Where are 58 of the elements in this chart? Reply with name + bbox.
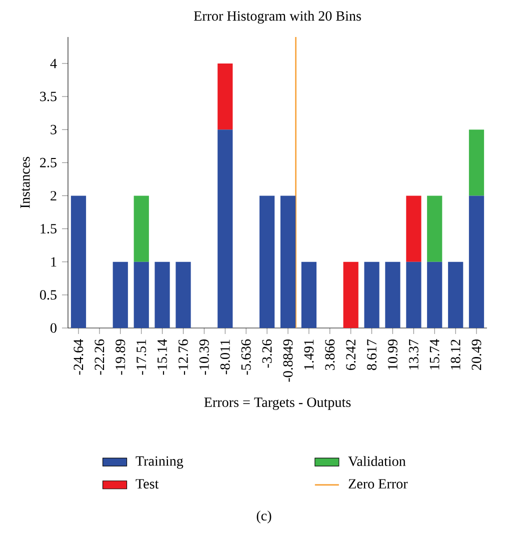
bar <box>364 262 380 328</box>
chart-title: Error Histogram with 20 Bins <box>194 10 361 24</box>
bar <box>218 63 233 130</box>
bar <box>134 196 149 262</box>
x-tick-label: -19.89 <box>116 340 126 375</box>
bar <box>259 196 275 328</box>
x-tick-label: -5.636 <box>241 339 251 375</box>
bar <box>343 262 358 328</box>
x-tick-label: -12.76 <box>178 339 188 375</box>
bar <box>280 196 296 328</box>
bar <box>112 262 128 328</box>
y-tick-label: 3 <box>50 124 56 134</box>
x-tick-label: -10.39 <box>199 340 209 375</box>
bar <box>468 130 484 196</box>
x-tick-label: -15.14 <box>158 339 168 375</box>
x-tick-label: -8.011 <box>220 340 230 374</box>
text: (c) <box>256 510 272 524</box>
x-axis-title: Errors = Targets - Outputs <box>204 398 351 410</box>
legend-label: Zero Error <box>348 479 408 489</box>
y-tick-label: 0 <box>50 323 57 333</box>
legend-label: Test <box>136 479 159 489</box>
y-tick-label: 4 <box>50 58 57 68</box>
bar <box>468 196 484 328</box>
x-tick-label: -0.8849 <box>283 340 293 382</box>
x-tick-label: 1.491 <box>304 340 314 370</box>
x-tick-label: 6.242 <box>346 340 356 370</box>
legend-label: Validation <box>348 456 406 466</box>
y-tick-label: 2 <box>50 191 56 200</box>
bar <box>448 262 464 328</box>
bar <box>218 130 233 328</box>
y-tick-label: 3.5 <box>40 92 56 102</box>
y-axis-title: Instances <box>20 156 30 208</box>
x-tick-label: -17.51 <box>136 340 146 375</box>
x-tick-label: 18.12 <box>450 340 460 370</box>
bar <box>134 262 149 328</box>
bar <box>427 196 442 262</box>
x-tick-label: 3.866 <box>325 339 335 370</box>
y-tick-label: 2.5 <box>40 158 56 168</box>
x-tick-label: 15.74 <box>430 339 440 370</box>
y-tick-label: 0.5 <box>40 290 56 300</box>
bar <box>176 262 191 328</box>
bar <box>154 262 170 328</box>
bar <box>301 262 316 328</box>
x-tick-label: 10.99 <box>388 340 398 370</box>
x-tick-label: -3.26 <box>262 339 272 368</box>
legend-label: Training <box>136 456 184 469</box>
bar <box>406 196 422 262</box>
bar <box>385 262 400 328</box>
bar <box>70 196 86 328</box>
y-tick-label: 1.5 <box>40 224 56 234</box>
bar <box>406 262 422 328</box>
x-tick-label: 13.37 <box>408 339 418 370</box>
x-tick-label: -22.26 <box>94 339 104 375</box>
x-tick-label: -24.64 <box>74 339 84 375</box>
x-tick-label: 8.617 <box>367 339 377 370</box>
x-tick-label: 20.49 <box>472 340 482 370</box>
bar <box>427 262 442 328</box>
y-tick-label: 1 <box>51 257 56 267</box>
